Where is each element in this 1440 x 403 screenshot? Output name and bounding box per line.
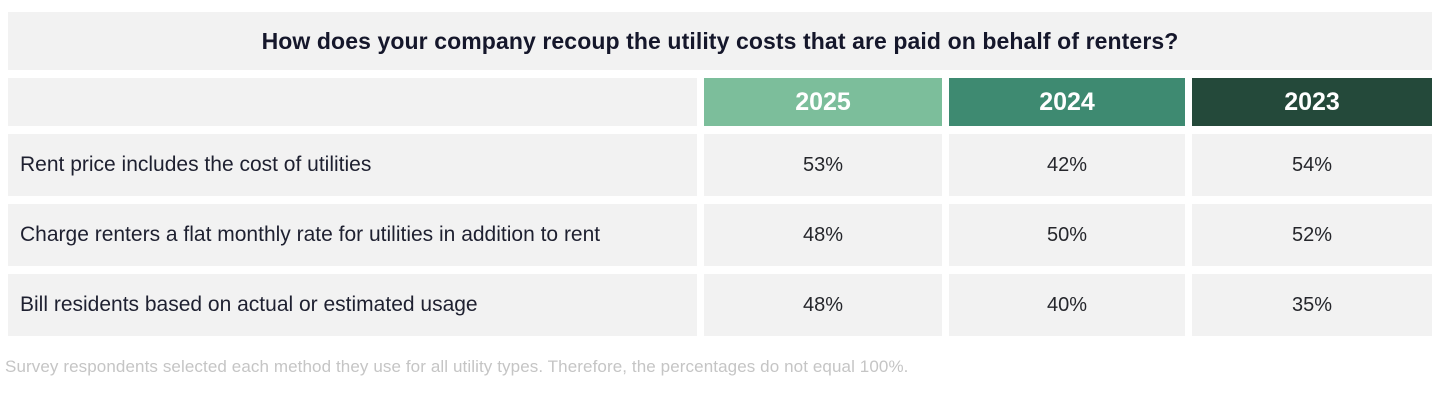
chart-title: How does your company recoup the utility… — [261, 27, 1179, 54]
value-cell-2023: 52% — [1192, 204, 1432, 266]
value-cell-2023: 54% — [1192, 134, 1432, 196]
row-label: Charge renters a flat monthly rate for u… — [8, 204, 697, 266]
header-cell-blank — [8, 78, 697, 126]
value-cell-2025: 48% — [704, 274, 942, 336]
row-label: Rent price includes the cost of utilitie… — [8, 134, 697, 196]
title-band: How does your company recoup the utility… — [8, 12, 1432, 70]
value-cell-2023: 35% — [1192, 274, 1432, 336]
footnote: Survey respondents selected each method … — [5, 357, 909, 376]
value-cell-2024: 42% — [949, 134, 1185, 196]
header-cell-2023: 2023 — [1192, 78, 1432, 126]
data-table: 2025 2024 2023 Rent price includes the c… — [8, 78, 1432, 336]
value-cell-2025: 48% — [704, 204, 942, 266]
value-cell-2024: 40% — [949, 274, 1185, 336]
row-label: Bill residents based on actual or estima… — [8, 274, 697, 336]
value-cell-2025: 53% — [704, 134, 942, 196]
value-cell-2024: 50% — [949, 204, 1185, 266]
table-container: How does your company recoup the utility… — [5, 12, 1432, 377]
header-cell-2024: 2024 — [949, 78, 1185, 126]
header-cell-2025: 2025 — [704, 78, 942, 126]
